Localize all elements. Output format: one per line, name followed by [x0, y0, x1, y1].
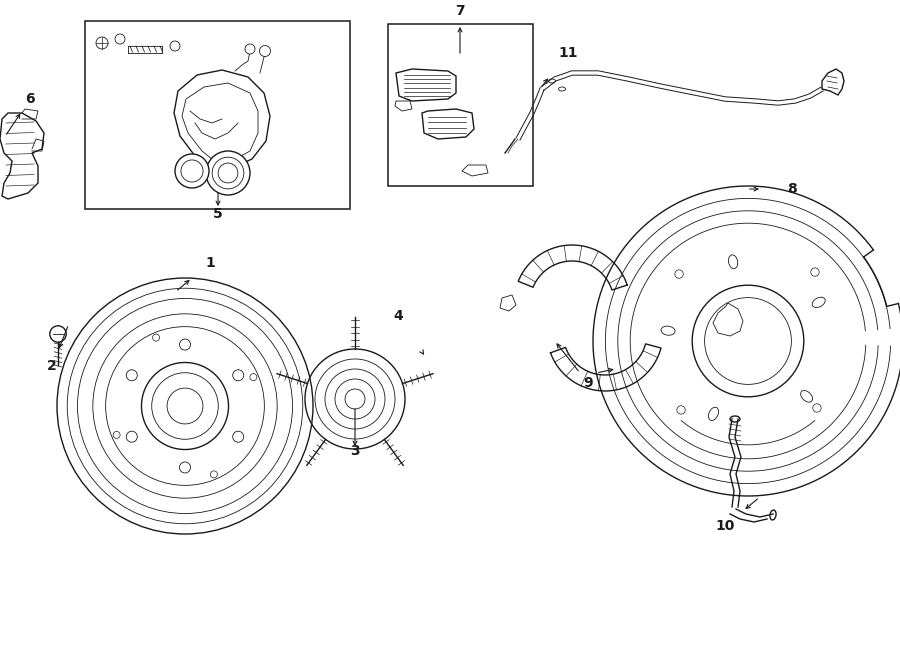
Circle shape — [259, 46, 271, 56]
Text: 4: 4 — [393, 309, 403, 323]
Ellipse shape — [812, 297, 825, 307]
Bar — [85, 21, 350, 209]
Ellipse shape — [728, 255, 738, 269]
Text: 11: 11 — [558, 46, 578, 60]
Circle shape — [179, 462, 191, 473]
Circle shape — [345, 389, 365, 409]
Text: 6: 6 — [25, 92, 35, 106]
Circle shape — [250, 373, 256, 381]
Circle shape — [175, 154, 209, 188]
Circle shape — [113, 432, 120, 438]
Circle shape — [811, 268, 819, 276]
Circle shape — [813, 404, 821, 412]
Circle shape — [245, 44, 255, 54]
Ellipse shape — [801, 391, 813, 402]
Circle shape — [126, 369, 138, 381]
Text: 7: 7 — [455, 4, 464, 18]
Circle shape — [675, 270, 683, 278]
Ellipse shape — [730, 416, 740, 422]
Circle shape — [211, 471, 218, 478]
Text: 8: 8 — [788, 182, 796, 196]
Text: 1: 1 — [205, 256, 215, 270]
Text: 9: 9 — [583, 376, 593, 390]
Circle shape — [115, 34, 125, 44]
Ellipse shape — [708, 407, 718, 420]
Ellipse shape — [559, 87, 565, 91]
Text: 3: 3 — [350, 444, 360, 458]
Circle shape — [233, 369, 244, 381]
Text: 5: 5 — [213, 207, 223, 221]
Circle shape — [126, 431, 138, 442]
Circle shape — [677, 406, 685, 414]
Circle shape — [50, 326, 67, 342]
Circle shape — [153, 334, 159, 341]
Text: 10: 10 — [716, 519, 734, 533]
Circle shape — [167, 388, 202, 424]
Circle shape — [233, 431, 244, 442]
Ellipse shape — [548, 79, 555, 83]
Circle shape — [170, 41, 180, 51]
Text: 2: 2 — [47, 359, 57, 373]
Ellipse shape — [770, 510, 776, 520]
Ellipse shape — [662, 326, 675, 335]
Bar — [388, 24, 533, 186]
Polygon shape — [822, 69, 844, 95]
Circle shape — [206, 151, 250, 195]
Circle shape — [96, 37, 108, 49]
Circle shape — [179, 339, 191, 350]
